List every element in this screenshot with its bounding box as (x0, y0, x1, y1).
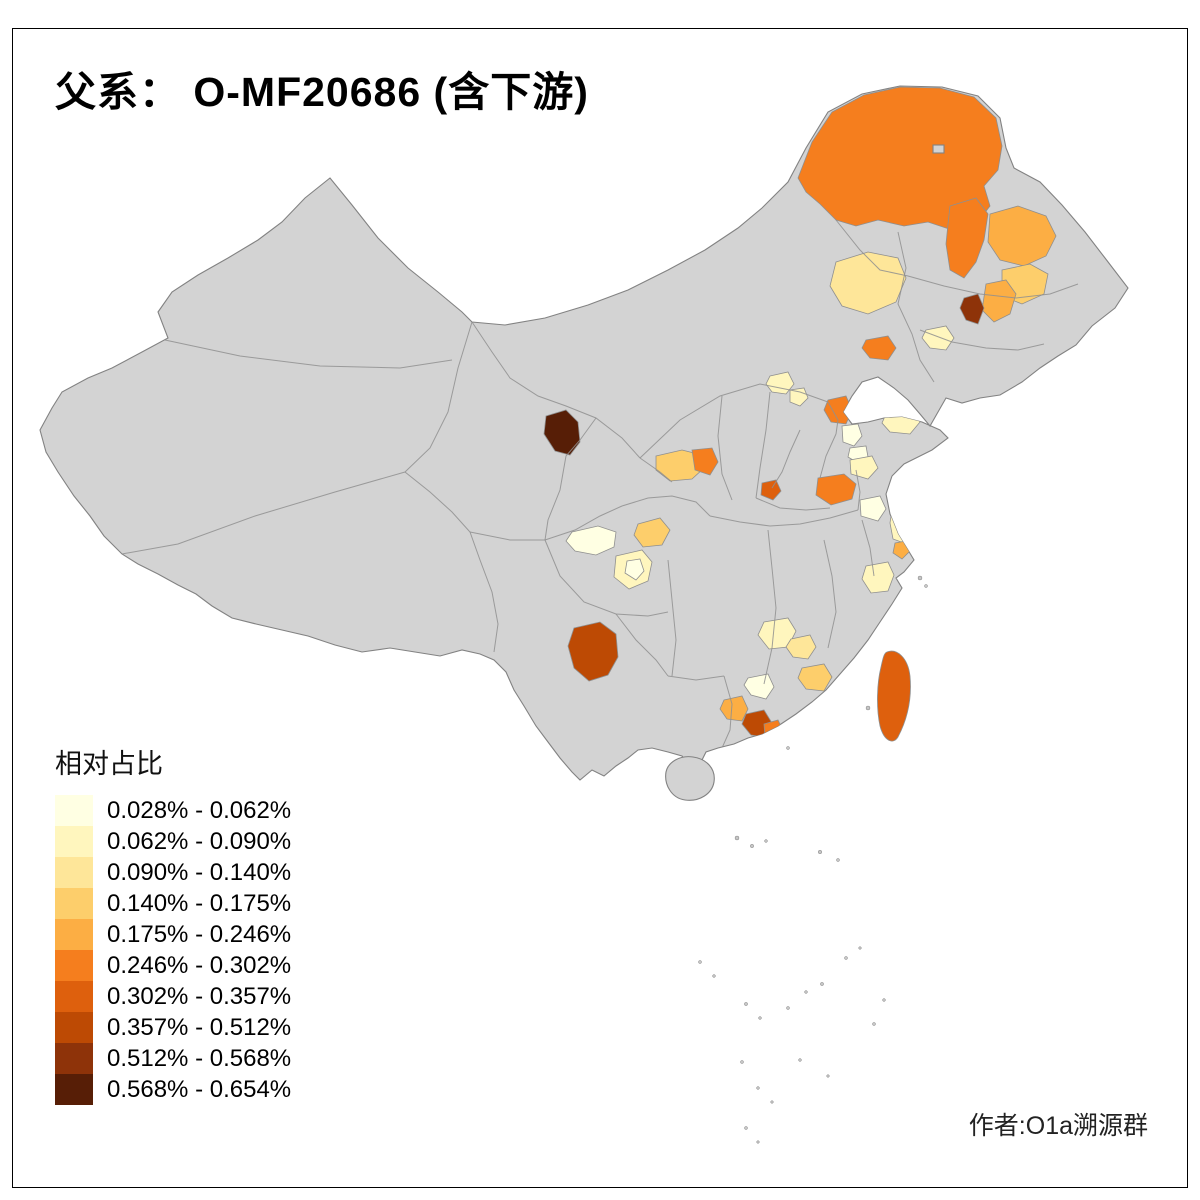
legend-row: 0.028% - 0.062% (55, 795, 291, 826)
province-borders (121, 219, 1079, 749)
legend-swatch (55, 919, 93, 950)
legend-swatch (55, 981, 93, 1012)
map-region-heilongjiang-north (987, 205, 1057, 267)
map-region-jiangsu-north-orange (815, 473, 857, 506)
map-region-liaoning-central-pale (921, 325, 955, 351)
map-region-guangdong-west-orange (719, 695, 749, 722)
map-region-gansu-east-light (655, 449, 705, 482)
map-region-yunnan-central-dark (567, 621, 619, 682)
map-region-sichuan-northwest-cream (565, 525, 617, 556)
legend-swatch (55, 1074, 93, 1105)
legend-label: 0.062% - 0.090% (107, 827, 292, 855)
legend-label: 0.568% - 0.654% (107, 1075, 292, 1103)
map-region-liaoning-west (861, 335, 897, 361)
legend-swatch (55, 1043, 93, 1074)
plot-title: 父系： O-MF20686 (含下游) (55, 69, 589, 115)
hainan-island (665, 756, 715, 801)
map-region-fujian-light-orange (797, 663, 833, 692)
legend-row: 0.568% - 0.654% (55, 1074, 291, 1105)
map-region-sichuan-north-mustard (633, 517, 671, 548)
map-region-taiwan (877, 650, 911, 742)
author-credit: 作者:O1a溯源群 (968, 1112, 1148, 1140)
map-region-inner-mongolia-hulunbuir (797, 86, 1003, 231)
map-region-hebei-north-pale-b (789, 387, 809, 407)
map-region-zhejiang-pale (861, 561, 895, 594)
legend-swatch (55, 826, 93, 857)
legend-swatch (55, 1012, 93, 1043)
legend-label: 0.302% - 0.357% (107, 982, 292, 1010)
legend-row: 0.090% - 0.140% (55, 857, 291, 888)
legend-swatch (55, 950, 93, 981)
map-region-guangdong-north-cream (743, 673, 775, 700)
legend-row: 0.302% - 0.357% (55, 981, 291, 1012)
legend-row: 0.357% - 0.512% (55, 1012, 291, 1043)
legend-swatch (55, 857, 93, 888)
plot-frame (12, 28, 1188, 1188)
legend-label: 0.357% - 0.512% (107, 1013, 292, 1041)
legend-label: 0.140% - 0.175% (107, 889, 292, 917)
legend-label: 0.090% - 0.140% (107, 858, 292, 886)
map-region-xingan-league-pale (829, 251, 907, 315)
map-region-jiangsu-central-pale (859, 495, 887, 522)
map-region-jiangsu-coast-pale (889, 507, 911, 544)
map-enclave-notch (932, 144, 945, 154)
map-region-shaanxi-north-orange (691, 447, 719, 476)
legend-label: 0.246% - 0.302% (107, 951, 292, 979)
map-region-heilongjiang-west-strip (945, 197, 989, 279)
legend-label: 0.175% - 0.246% (107, 920, 292, 948)
legend: 相对占比 0.028% - 0.062% 0.062% - 0.090% 0.090… (55, 742, 291, 1105)
map-region-hebei-north-pale-a (765, 371, 795, 395)
map-region-sichuan-chengdu-core (624, 558, 645, 581)
legend-swatch (55, 795, 93, 826)
legend-row: 0.175% - 0.246% (55, 919, 291, 950)
map-region-jiangxi-west-yellow (785, 634, 817, 660)
map-region-henan-small-red (760, 479, 782, 501)
south-china-sea-islands (698, 575, 928, 1144)
map-region-beijing (823, 395, 853, 425)
legend-title: 相对占比 (55, 749, 163, 779)
map-region-tianjin-pale (841, 423, 863, 447)
legend-row: 0.062% - 0.090% (55, 826, 291, 857)
legend-label: 0.512% - 0.568% (107, 1044, 292, 1072)
legend-swatch (55, 888, 93, 919)
legend-row: 0.512% - 0.568% (55, 1043, 291, 1074)
legend-label: 0.028% - 0.062% (107, 796, 292, 824)
map-region-gansu-dark-brown (543, 409, 581, 456)
legend-row: 0.246% - 0.302% (55, 950, 291, 981)
legend-row: 0.140% - 0.175% (55, 888, 291, 919)
legend-rows: 0.028% - 0.062% 0.062% - 0.090% 0.090% - 0… (55, 795, 291, 1105)
